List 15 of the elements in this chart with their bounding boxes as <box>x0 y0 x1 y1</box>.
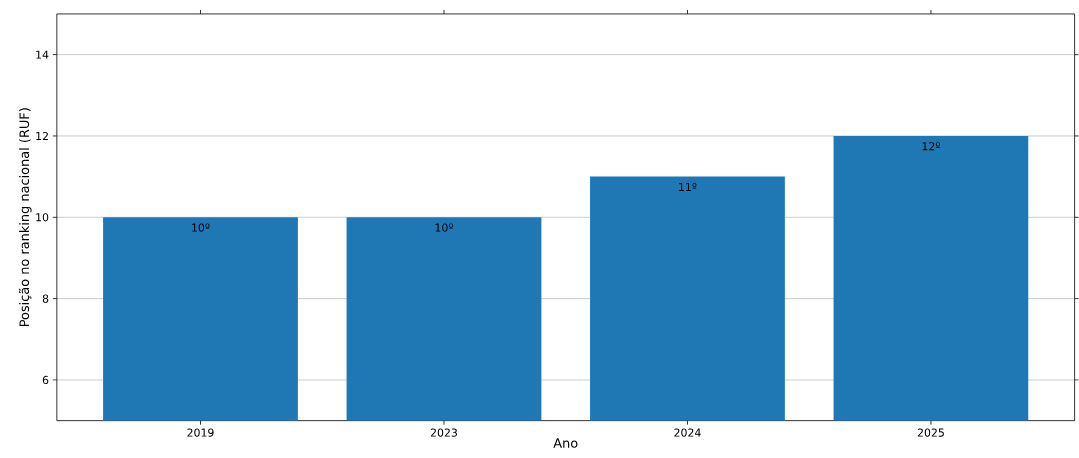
x-axis-title: Ano <box>553 438 578 449</box>
y-tick-label: 10 <box>36 213 49 222</box>
data-label: 11º <box>679 183 697 192</box>
x-tick-label: 2025 <box>917 428 944 437</box>
x-tick-label: 2023 <box>430 428 457 437</box>
y-tick-label: 14 <box>36 50 49 59</box>
y-tick-label: 12 <box>36 132 48 141</box>
data-label: 12º <box>922 142 940 151</box>
y-tick-label: 6 <box>42 376 49 385</box>
x-tick-label: 2019 <box>187 428 214 437</box>
x-tick-label: 2024 <box>674 428 701 437</box>
y-tick-label: 8 <box>42 294 49 303</box>
data-label: 10º <box>192 223 210 232</box>
data-label: 10º <box>435 223 453 232</box>
y-axis-title: Posição no ranking nacional (RUF) <box>18 108 32 327</box>
